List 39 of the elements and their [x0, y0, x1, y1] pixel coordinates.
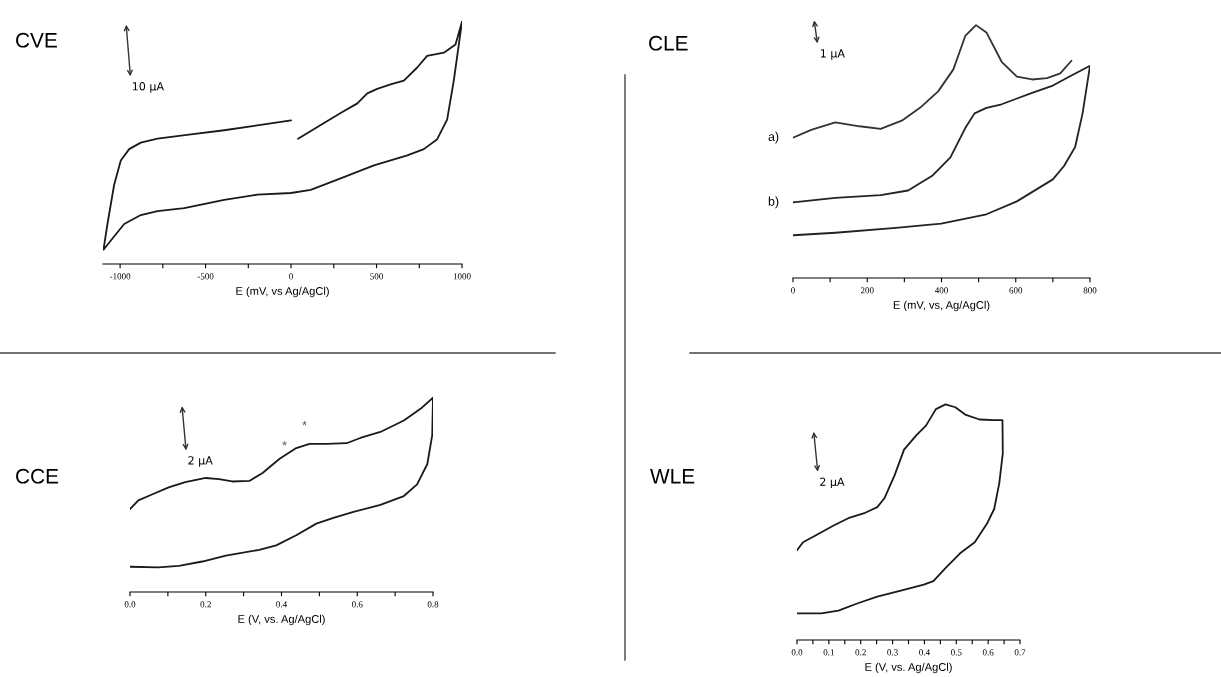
x-tick-label: 800 [1083, 287, 1097, 294]
x-tick-label: 0 [791, 287, 795, 294]
x-tick-label: 200 [860, 287, 874, 294]
x-tick-label: 0.4 [276, 601, 287, 608]
x-tick-label: 0 [289, 273, 293, 280]
x-axis-title: E (mV, vs Ag/AgCl) [236, 286, 329, 298]
x-tick-label: 0.6 [982, 649, 994, 656]
annotation: * [282, 441, 287, 446]
annotation: 10 μA [132, 82, 164, 93]
series-label: b) [768, 196, 779, 209]
x-tick-label: 1000 [453, 273, 471, 280]
x-tick-label: 0.2 [200, 601, 211, 608]
x-tick-label: 0.7 [1014, 649, 1026, 656]
x-tick-label: 0.5 [950, 649, 962, 656]
chart-title: CLE [649, 35, 688, 51]
text: CCE [16, 468, 59, 484]
x-tick-label: 0.2 [855, 649, 866, 656]
x-tick-label: 500 [370, 273, 383, 280]
x-tick-label: 0.3 [887, 649, 898, 656]
chart-title: CVE [16, 32, 57, 48]
x-tick-label: -1000 [109, 273, 131, 280]
x-tick-label: 0.6 [351, 601, 363, 608]
x-axis-title: E (mV, vs, Ag/AgCl) [893, 300, 990, 312]
x-tick-label: 0.0 [124, 601, 136, 608]
annotation: 2 μA [188, 456, 213, 467]
x-tick-label: 0.0 [791, 649, 803, 656]
x-tick-label: -500 [197, 273, 214, 280]
annotation: 1 μA [820, 49, 845, 60]
x-tick-label: 0.8 [427, 601, 439, 608]
x-axis-title: E (V, vs. Ag/AgCl) [238, 614, 325, 626]
text: WLE [650, 469, 695, 484]
x-tick-label: 400 [934, 287, 948, 294]
x-axis-title: E (V, vs. Ag/AgCl) [865, 662, 952, 674]
annotation: 2 μA [820, 477, 845, 489]
series-label: a) [768, 131, 779, 144]
x-tick-label: 600 [1009, 287, 1023, 294]
x-tick-label: 0.1 [823, 649, 834, 656]
x-tick-label: 0.4 [919, 649, 930, 656]
annotation: * [302, 420, 307, 426]
